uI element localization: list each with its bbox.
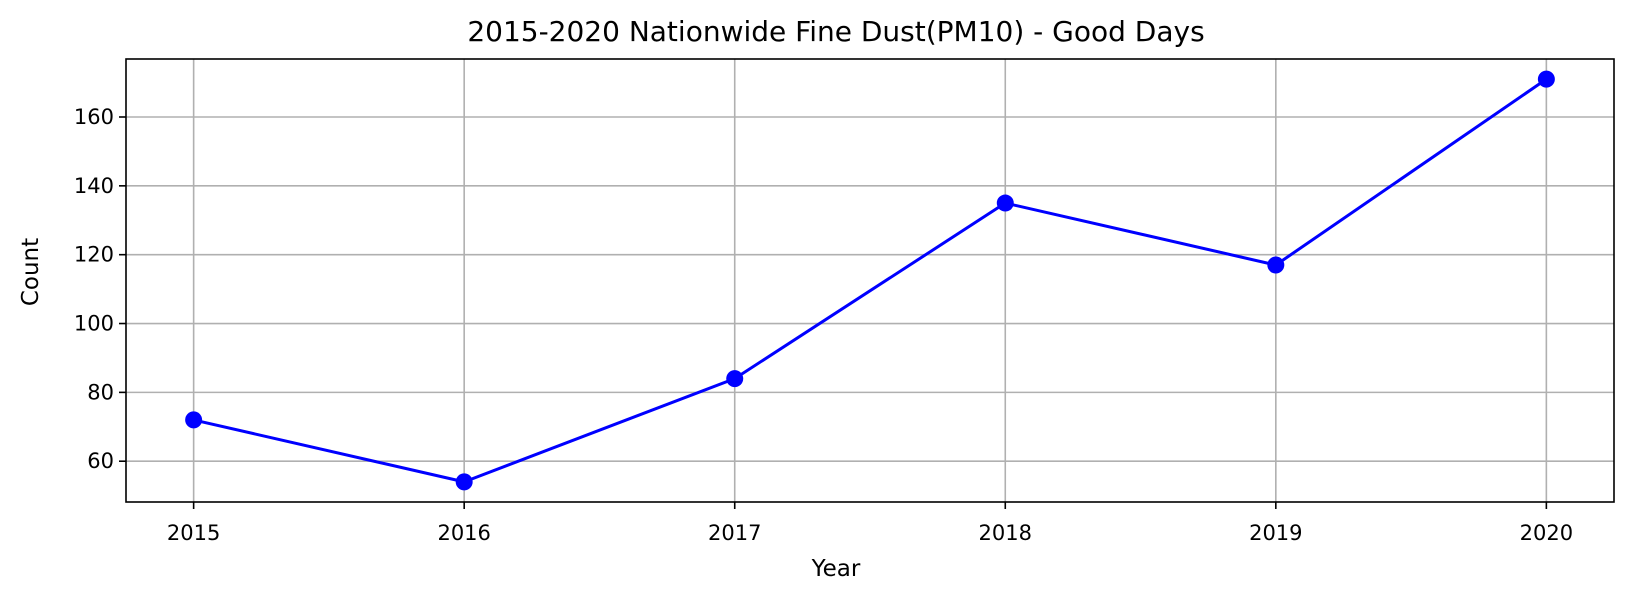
x-tick-label: 2015 bbox=[167, 521, 220, 545]
data-point bbox=[996, 194, 1014, 212]
axis-ticks: 2015 2016 2017 2018 2019 2020 60 80 100 120 140 160 bbox=[74, 105, 1573, 545]
y-tick-label: 160 bbox=[74, 105, 114, 129]
y-tick-label: 120 bbox=[74, 243, 114, 267]
plot-area-frame bbox=[125, 58, 1615, 503]
data-point bbox=[185, 411, 203, 429]
data-point bbox=[455, 473, 473, 491]
data-point bbox=[1267, 256, 1285, 274]
x-axis-label: Year bbox=[811, 556, 861, 582]
y-tick-label: 140 bbox=[74, 174, 114, 198]
y-tick-label: 100 bbox=[74, 312, 114, 336]
y-tick-label: 60 bbox=[87, 449, 114, 473]
data-point bbox=[1537, 70, 1555, 88]
x-tick-label: 2016 bbox=[437, 521, 490, 545]
x-tick-label: 2020 bbox=[1520, 521, 1573, 545]
chart-title: 2015-2020 Nationwide Fine Dust(PM10) - G… bbox=[467, 15, 1204, 48]
x-tick-label: 2018 bbox=[979, 521, 1032, 545]
series-layer bbox=[185, 70, 1555, 491]
series-line bbox=[193, 77, 1548, 484]
y-tick-label: 80 bbox=[87, 380, 114, 404]
y-axis-label: Count bbox=[18, 238, 44, 306]
data-point bbox=[726, 370, 744, 388]
x-tick-label: 2017 bbox=[708, 521, 761, 545]
x-tick-label: 2019 bbox=[1249, 521, 1302, 545]
